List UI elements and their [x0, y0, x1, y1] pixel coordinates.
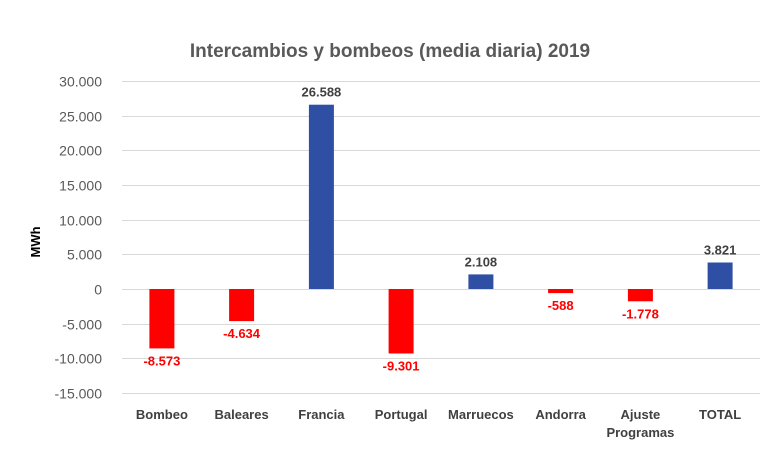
- category-label: TOTAL: [699, 407, 741, 422]
- data-labels: -8.573 -4.634 26.588 -9.301 2.108 -588 -1.778 3…: [143, 85, 736, 374]
- category-label: Andorra: [535, 407, 586, 422]
- bar: [388, 289, 414, 354]
- chart-title: Intercambios y bombeos (media diaria) 20…: [190, 41, 590, 62]
- bar: [308, 104, 334, 289]
- data-label: -4.634: [223, 326, 261, 341]
- bar: [229, 289, 255, 322]
- y-axis-ticks: 30.000 25.000 20.000 15.000 10.000 5.000 0 -5.0…: [55, 74, 103, 402]
- category-label: Francia: [298, 407, 345, 422]
- y-tick-label: -5.000: [62, 317, 102, 333]
- category-label: Bombeo: [136, 407, 188, 422]
- category-label: Portugal: [375, 407, 428, 422]
- bar: [707, 262, 733, 289]
- y-tick-label: -15.000: [55, 386, 103, 402]
- data-label: 2.108: [465, 254, 498, 269]
- y-tick-label: 10.000: [59, 213, 102, 229]
- bar: [149, 289, 175, 349]
- category-label: Programas: [606, 425, 674, 440]
- gridlines: [122, 81, 760, 394]
- data-label: -8.573: [143, 353, 180, 368]
- y-tick-label: 15.000: [59, 178, 102, 194]
- y-axis-title: MWh: [28, 226, 43, 257]
- data-label: -9.301: [383, 359, 420, 374]
- data-label: 26.588: [302, 85, 342, 100]
- x-axis-categories: Bombeo Baleares Francia Portugal Marruecos An…: [136, 407, 741, 440]
- bar: [548, 289, 574, 294]
- y-tick-label: 20.000: [59, 143, 102, 159]
- category-label: Baleares: [214, 407, 268, 422]
- data-label: -588: [548, 298, 574, 313]
- bar: [627, 289, 653, 302]
- category-label: Marruecos: [448, 407, 514, 422]
- y-tick-label: 0: [94, 282, 102, 298]
- y-tick-label: -10.000: [55, 351, 103, 367]
- data-label: -1.778: [622, 306, 659, 321]
- category-label: Ajuste: [621, 407, 661, 422]
- bar: [468, 274, 494, 289]
- y-tick-label: 25.000: [59, 109, 102, 125]
- y-tick-label: 30.000: [59, 74, 102, 90]
- bars: [149, 104, 733, 354]
- data-label: 3.821: [704, 243, 737, 258]
- y-tick-label: 5.000: [67, 247, 102, 263]
